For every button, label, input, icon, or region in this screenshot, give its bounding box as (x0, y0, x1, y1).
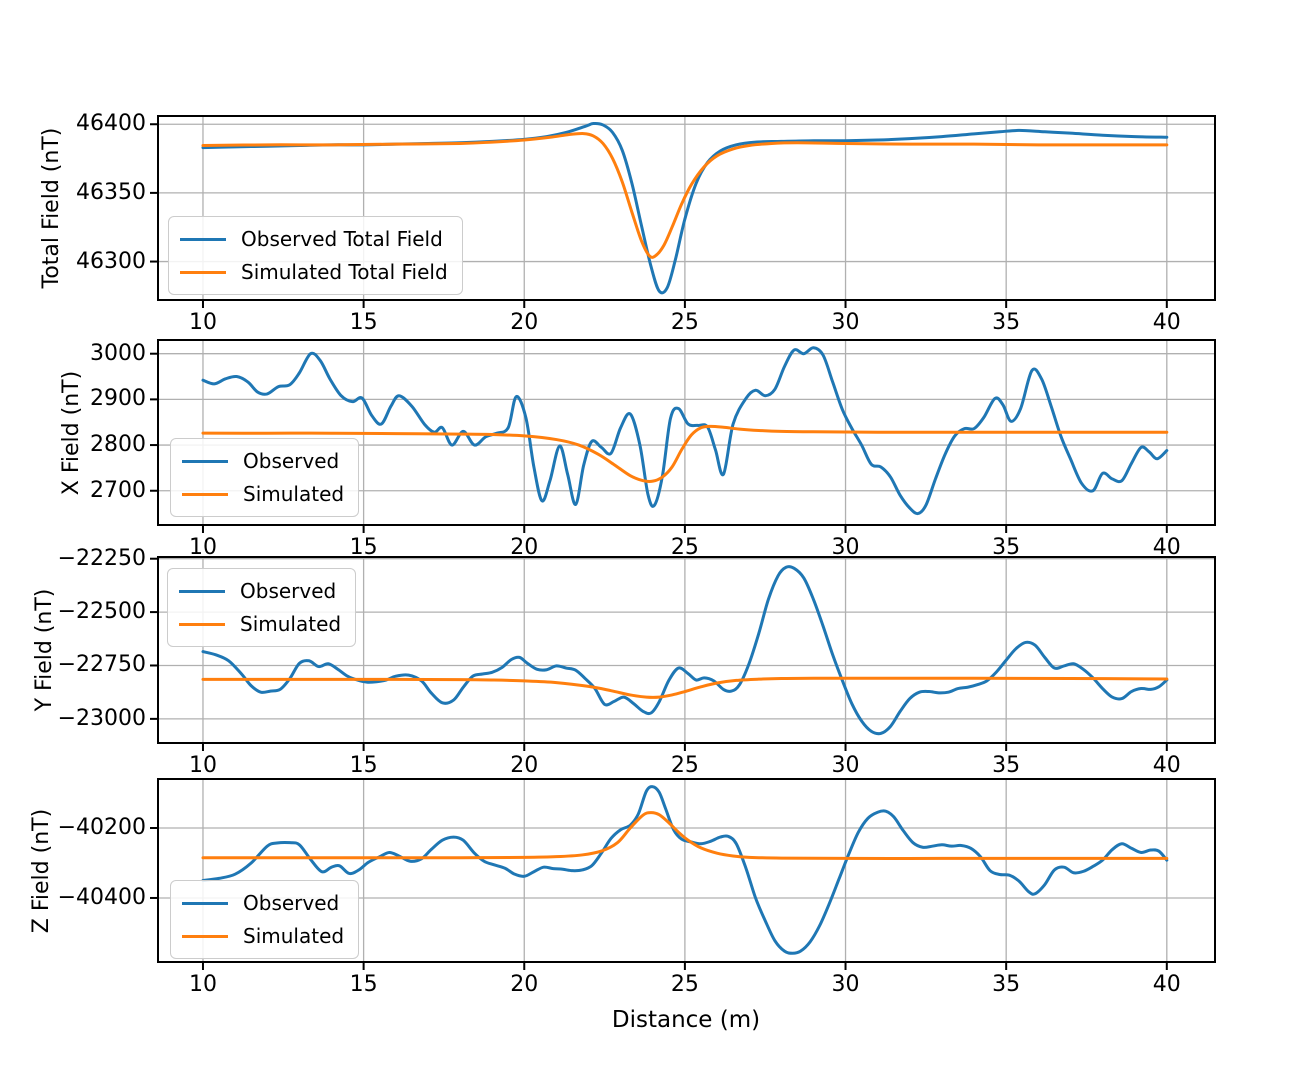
x-axis-label: Distance (m) (611, 1007, 761, 1033)
subplot-3-series (201, 785, 1169, 955)
legend-line-swatch-simulated (182, 492, 228, 496)
subplot-1-series (201, 346, 1169, 516)
legend-line-swatch-simulated (182, 934, 228, 938)
subplot-1-ytick-label: 2800 (90, 432, 146, 458)
subplot-3-xtick-label: 10 (188, 972, 217, 997)
subplot-2-xtick-label: 35 (992, 753, 1021, 778)
legend-entry: Observed (182, 890, 344, 916)
subplot-2-xtick-label: 30 (831, 753, 860, 778)
subplot-1-xtick-label: 10 (188, 535, 217, 560)
subplot-2-xtick-label: 10 (188, 753, 217, 778)
legend-line-swatch-observed (182, 901, 228, 905)
legend-entry: Observed Total Field (180, 226, 448, 252)
subplot-2-series (201, 565, 1169, 736)
subplot-0-xtick-label: 30 (831, 310, 860, 335)
legend-entry: Observed (179, 578, 341, 604)
subplot-1-xtick-label: 25 (670, 535, 699, 560)
subplot-1-legend: Observed Simulated (170, 438, 360, 517)
subplot-2-ytick-label: −22250 (57, 545, 146, 571)
subplot-3-line-observed (201, 785, 1169, 955)
subplot-0-ticks (150, 123, 1168, 308)
subplot-0 (150, 115, 1216, 308)
legend-label: Observed (243, 891, 340, 915)
legend-line-swatch-simulated-total-field (180, 270, 226, 274)
legend-label: Simulated (243, 924, 345, 948)
subplot-2-ticks (150, 557, 1168, 751)
subplot-3-spines (157, 778, 1216, 963)
subplot-0-ytick-label: 46300 (76, 248, 146, 274)
subplot-1-ytick-label: 2700 (90, 477, 146, 503)
subplot-0-xtick-label: 35 (992, 310, 1021, 335)
legend-label: Observed (243, 449, 340, 473)
legend-line-swatch-observed-total-field (180, 237, 226, 241)
subplot-2-line-observed (201, 565, 1169, 736)
legend-entry: Simulated (182, 481, 344, 507)
subplot-1-line-observed (201, 346, 1169, 516)
legend-label: Simulated (243, 482, 345, 506)
subplot-2-xtick-label: 25 (670, 753, 699, 778)
subplot-2-legend: Observed Simulated (167, 568, 357, 647)
subplot-1-xtick-label: 40 (1152, 535, 1181, 560)
subplot-3-xtick-label: 30 (831, 972, 860, 997)
legend-label: Simulated (240, 612, 342, 636)
subplot-2-xtick-label: 20 (510, 753, 539, 778)
legend-label: Observed Total Field (241, 227, 443, 251)
subplot-0-xtick-label: 20 (510, 310, 539, 335)
legend-line-swatch-observed (179, 589, 225, 593)
subplot-1-xtick-label: 20 (510, 535, 539, 560)
subplot-1-xtick-label: 30 (831, 535, 860, 560)
legend-entry: Simulated (179, 611, 341, 637)
subplot-2-spines (157, 556, 1216, 744)
subplot-2-xtick-label: 15 (349, 753, 378, 778)
subplot-0-legend: Observed Total Field Simulated Total Fiel… (168, 216, 463, 295)
subplot-2-ytick-label: −23000 (57, 705, 146, 731)
subplot-3-ytick-label: −40400 (57, 884, 146, 910)
subplot-3-legend: Observed Simulated (170, 880, 360, 959)
subplot-0-xtick-label: 40 (1152, 310, 1181, 335)
subplot-2-xtick-label: 40 (1152, 753, 1181, 778)
subplot-3-xtick-label: 15 (349, 972, 378, 997)
subplot-2-ytick-label: −22500 (57, 599, 146, 625)
subplot-0-xtick-label: 10 (188, 310, 217, 335)
legend-label: Observed (240, 579, 337, 603)
subplot-3-xtick-label: 25 (670, 972, 699, 997)
subplot-3-xtick-label: 40 (1152, 972, 1181, 997)
subplot-1-xtick-label: 35 (992, 535, 1021, 560)
subplot-3-ytick-label: −40200 (57, 814, 146, 840)
subplot-1-ytick-label: 2900 (90, 386, 146, 412)
subplot-0-ytick-label: 46400 (76, 111, 146, 137)
subplot-1-spines (157, 339, 1216, 526)
subplot-1-ytick-label: 3000 (90, 340, 146, 366)
legend-entry: Simulated (182, 923, 344, 949)
subplot-3-xtick-label: 20 (510, 972, 539, 997)
subplot-0-line-simulated-total-field (201, 132, 1169, 259)
subplot-2 (150, 556, 1216, 751)
subplot-3-ticks (150, 826, 1168, 970)
subplot-0-ytick-label: 46350 (76, 179, 146, 205)
legend-line-swatch-observed (182, 459, 228, 463)
subplot-1-xtick-label: 15 (349, 535, 378, 560)
subplot-2-ytick-label: −22750 (57, 652, 146, 678)
subplot-2-line-simulated (201, 676, 1169, 699)
subplot-0-spines (157, 115, 1216, 301)
subplot-0-xtick-label: 15 (349, 310, 378, 335)
subplot-0-series (201, 121, 1169, 295)
legend-line-swatch-simulated (179, 622, 225, 626)
subplot-3-line-simulated (201, 811, 1169, 860)
subplot-0-xtick-label: 25 (670, 310, 699, 335)
subplot-3-xtick-label: 35 (992, 972, 1021, 997)
subplot-1-ticks (150, 352, 1168, 533)
legend-entry: Observed (182, 448, 344, 474)
legend-label: Simulated Total Field (241, 260, 448, 284)
subplot-1-line-simulated (201, 424, 1169, 484)
legend-entry: Simulated Total Field (180, 259, 448, 285)
